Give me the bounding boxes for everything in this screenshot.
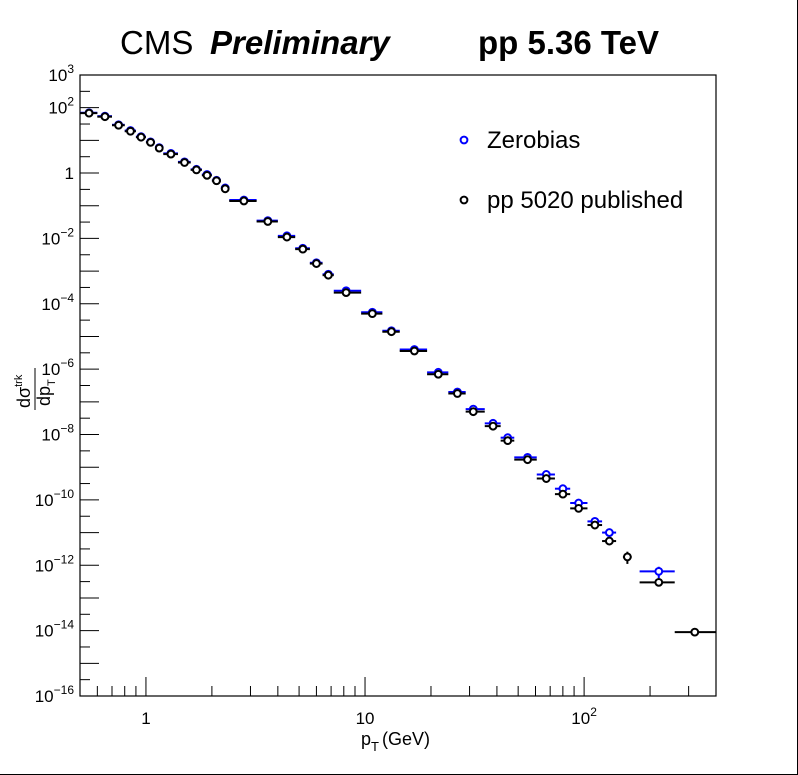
x-axis-title: pT (GeV) <box>361 729 430 754</box>
data-point <box>654 566 664 576</box>
x-axis-ticks <box>79 677 717 696</box>
y-tick-label: 10−6 <box>41 356 74 379</box>
data-point <box>523 455 532 465</box>
data-point <box>409 346 419 356</box>
data-point <box>282 232 292 242</box>
x-axis-title-unit: (GeV) <box>382 729 430 749</box>
y-tick-label: 102 <box>48 95 74 118</box>
plot-frame <box>79 74 717 697</box>
data-point <box>387 327 396 337</box>
x-tick-label: 1 <box>141 709 150 728</box>
data-point <box>433 369 443 379</box>
series-published <box>80 108 716 637</box>
legend-marker <box>459 135 469 145</box>
y-tick-label: 10−14 <box>35 618 75 641</box>
data-point <box>541 474 551 483</box>
data-point <box>146 137 155 147</box>
data-point <box>239 196 249 206</box>
data-point <box>590 520 600 530</box>
data-point <box>604 528 614 537</box>
data-point <box>690 627 700 637</box>
data-point <box>488 421 498 431</box>
data-point <box>154 143 164 153</box>
x-axis-title-symbol: pT <box>361 729 379 754</box>
data-point <box>503 436 513 446</box>
y-tick-label: 10−10 <box>35 487 75 510</box>
data-point <box>367 309 377 319</box>
data-series <box>80 108 716 637</box>
experiment-label: CMS <box>120 24 193 61</box>
legend-label: Zerobias <box>487 127 580 154</box>
y-axis-title-bottom: dpT <box>34 379 58 406</box>
data-point <box>574 503 584 513</box>
legend-label: pp 5020 published <box>487 187 683 214</box>
legend-marker <box>459 195 469 205</box>
y-axis-ticks <box>80 74 99 697</box>
data-point <box>212 176 221 186</box>
data-point <box>312 259 321 268</box>
data-point <box>84 108 94 118</box>
y-tick-label: 103 <box>48 62 74 85</box>
data-point <box>136 132 146 142</box>
data-point <box>126 126 135 136</box>
system-label: pp 5.36 TeV <box>478 24 659 61</box>
y-tick-label: 10−16 <box>35 683 75 706</box>
y-tick-label: 10−2 <box>41 225 74 248</box>
data-point <box>114 120 123 130</box>
data-point <box>654 577 664 587</box>
legend: Zerobias pp 5020 published <box>459 127 683 214</box>
y-axis-title-top: dσtrk <box>13 374 34 408</box>
data-point <box>323 270 333 280</box>
data-point <box>604 536 614 546</box>
data-point <box>100 112 110 122</box>
x-tick-label: 102 <box>571 705 597 728</box>
status-label: Preliminary <box>210 24 391 61</box>
data-point <box>180 158 189 167</box>
data-point <box>202 170 212 180</box>
x-tick-label: 10 <box>356 709 375 728</box>
data-point <box>263 217 273 226</box>
data-point <box>558 489 568 499</box>
data-point <box>341 288 351 297</box>
data-point <box>220 184 230 194</box>
data-point <box>468 407 478 417</box>
y-tick-label: 1 <box>65 164 74 183</box>
y-tick-label: 10−4 <box>41 291 74 314</box>
chart-header: CMS Preliminary pp 5.36 TeV <box>120 24 659 61</box>
y-tick-label: 10−12 <box>35 552 75 575</box>
data-point <box>452 389 462 398</box>
y-tick-label: 10−8 <box>41 422 74 445</box>
data-point <box>298 244 308 254</box>
data-point <box>166 149 176 159</box>
data-point <box>622 552 632 562</box>
x-axis-tick-labels: 1 10 102 <box>141 705 597 728</box>
data-point <box>192 165 201 175</box>
